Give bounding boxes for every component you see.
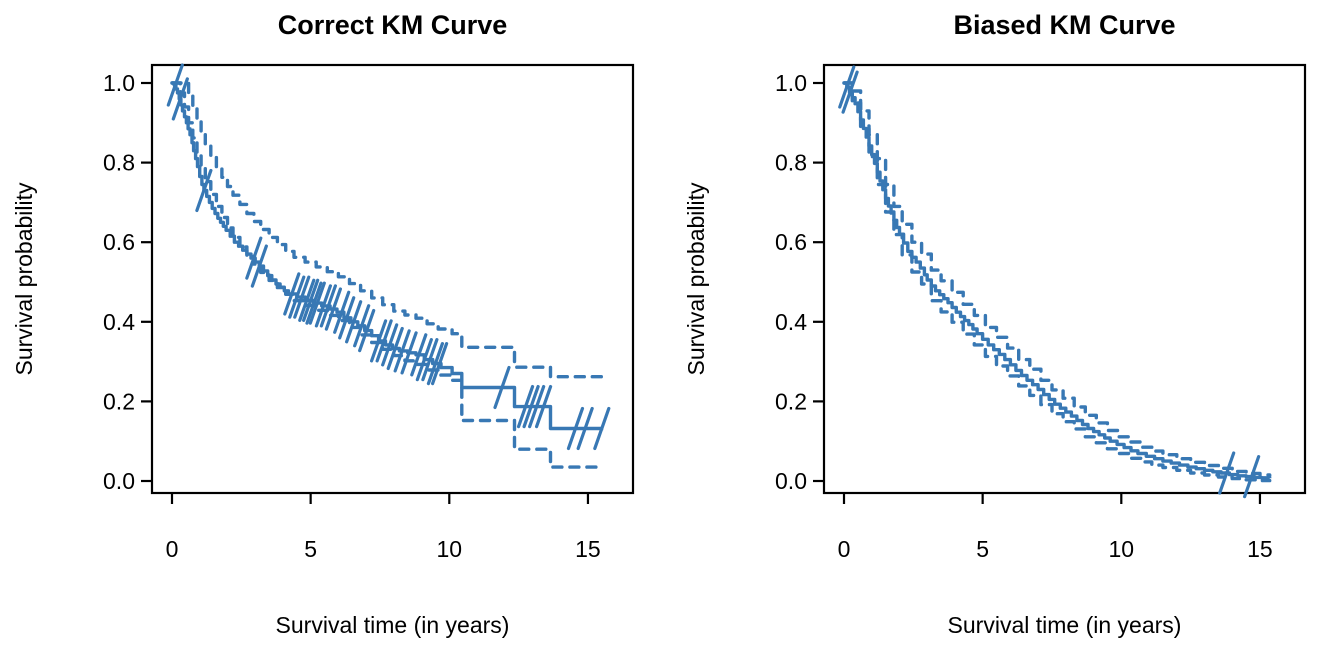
censor-mark (410, 333, 428, 377)
y-tick-label: 0.8 (775, 150, 807, 176)
x-tick-label: 5 (976, 536, 989, 562)
left-panel-title: Correct KM Curve (277, 10, 508, 40)
censor-mark (1218, 451, 1236, 495)
censor-mark (421, 338, 439, 382)
x-tick-label: 0 (838, 536, 851, 562)
right-km-panel: 1.0 0.8 0.6 0.4 0.2 0.0 0 5 10 15 (775, 63, 1307, 562)
censor-mark (166, 63, 184, 107)
censor-mark (493, 365, 511, 410)
censor-mark (415, 338, 433, 382)
y-tick-label: 1.0 (775, 70, 807, 96)
censor-mark (293, 275, 311, 319)
censor-mark (838, 65, 856, 109)
censor-mark (308, 281, 326, 325)
y-tick-label: 0.8 (103, 150, 135, 176)
y-tick-label: 0.4 (775, 309, 807, 335)
km-estimate-curve (844, 81, 1272, 480)
x-tick-label: 15 (1247, 536, 1273, 562)
confidence-band-curve (170, 81, 605, 469)
censor-mark (302, 278, 320, 322)
censor-mark (195, 168, 213, 213)
y-tick-label: 0.0 (775, 468, 807, 494)
left-x-axis-label: Survival time (in years) (275, 612, 510, 638)
plot-box (150, 63, 635, 495)
censor-mark (171, 77, 189, 121)
censor-mark (353, 304, 371, 348)
censor-mark (426, 341, 445, 386)
y-tick-label: 0.4 (103, 309, 135, 335)
censor-mark (528, 384, 546, 429)
censor-mark (324, 287, 342, 331)
censor-mark (566, 406, 585, 451)
right-panel-title: Biased KM Curve (953, 10, 1176, 40)
censor-mark (841, 70, 859, 114)
censor-mark (245, 236, 263, 280)
confidence-band-curve (842, 81, 1272, 478)
censor-mark (381, 323, 399, 367)
censor-mark (250, 244, 268, 288)
censor-mark (593, 406, 611, 451)
censor-mark (314, 284, 333, 328)
censor-mark (400, 331, 418, 375)
right-x-axis-label: Survival time (in years) (947, 612, 1182, 638)
x-tick-label: 10 (1109, 536, 1135, 562)
censor-mark (358, 308, 376, 353)
y-tick-label: 1.0 (103, 70, 135, 96)
censor-mark (298, 278, 316, 322)
censor-mark (338, 296, 356, 340)
y-tick-label: 0.2 (775, 388, 807, 414)
censor-mark (375, 319, 393, 363)
censor-mark (288, 275, 306, 319)
censor-mark (386, 326, 404, 371)
censor-mark (393, 329, 411, 373)
censor-mark (522, 384, 540, 429)
censor-mark (283, 272, 301, 316)
x-tick-label: 5 (304, 536, 317, 562)
censor-mark (333, 290, 351, 334)
censor-mark (430, 341, 449, 386)
censor-mark (516, 384, 535, 429)
x-tick-label: 0 (166, 536, 179, 562)
censor-mark (345, 300, 363, 344)
right-y-axis-label: Survival probability (683, 182, 709, 376)
x-tick-label: 15 (575, 536, 601, 562)
censor-mark (576, 406, 594, 451)
y-tick-label: 0.6 (775, 229, 807, 255)
y-tick-label: 0.6 (103, 229, 135, 255)
confidence-band-curve (842, 81, 1272, 483)
censor-mark (319, 284, 337, 328)
km-estimate-curve (172, 81, 604, 431)
x-tick-label: 10 (437, 536, 463, 562)
censor-mark (305, 281, 323, 325)
plot-box (822, 63, 1307, 495)
censor-mark (534, 384, 553, 429)
y-tick-label: 0.2 (103, 388, 135, 414)
left-km-panel: 1.0 0.8 0.6 0.4 0.2 0.0 0 5 10 15 (103, 63, 635, 562)
left-y-axis-label: Survival probability (11, 182, 37, 376)
censor-mark (369, 319, 388, 363)
confidence-band-curve (170, 81, 605, 379)
y-tick-label: 0.0 (103, 468, 135, 494)
censor-mark (1243, 455, 1261, 499)
